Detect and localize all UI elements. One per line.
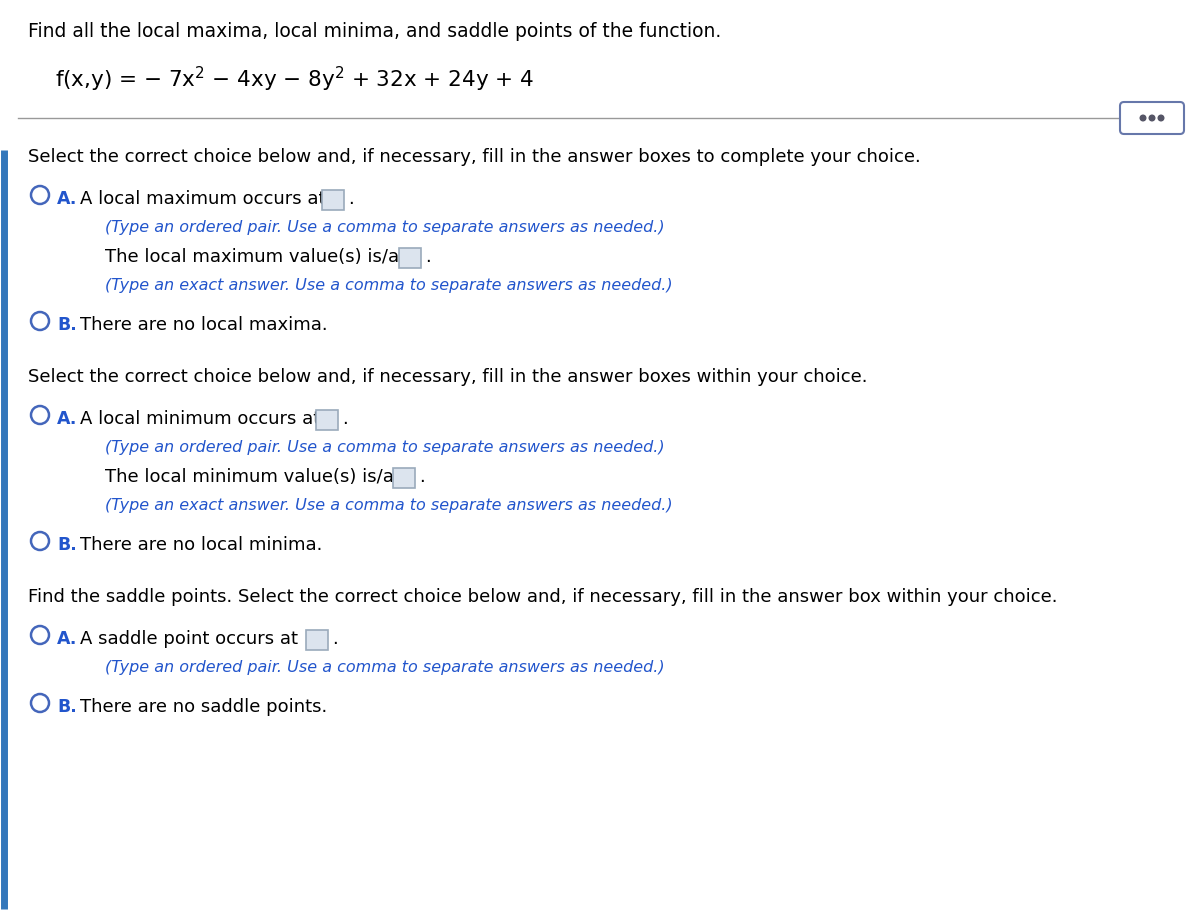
Text: .: .	[342, 410, 348, 428]
Text: There are no saddle points.: There are no saddle points.	[80, 698, 328, 716]
Text: (Type an ordered pair. Use a comma to separate answers as needed.): (Type an ordered pair. Use a comma to se…	[106, 220, 665, 235]
FancyBboxPatch shape	[322, 190, 344, 210]
Text: The local minimum value(s) is/are: The local minimum value(s) is/are	[106, 468, 412, 486]
Text: B.: B.	[58, 536, 77, 554]
Text: .: .	[419, 468, 425, 486]
FancyBboxPatch shape	[398, 248, 421, 268]
Text: A.: A.	[58, 630, 77, 648]
Text: There are no local minima.: There are no local minima.	[80, 536, 323, 554]
Text: .: .	[348, 190, 354, 208]
Text: The local maximum value(s) is/are: The local maximum value(s) is/are	[106, 248, 418, 266]
Text: .: .	[425, 248, 431, 266]
Text: Find all the local maxima, local minima, and saddle points of the function.: Find all the local maxima, local minima,…	[28, 22, 721, 41]
Circle shape	[1158, 115, 1164, 120]
Text: .: .	[332, 630, 337, 648]
Text: There are no local maxima.: There are no local maxima.	[80, 316, 328, 334]
FancyBboxPatch shape	[1120, 102, 1184, 134]
Text: Select the correct choice below and, if necessary, fill in the answer boxes to c: Select the correct choice below and, if …	[28, 148, 920, 166]
Text: A.: A.	[58, 410, 77, 428]
Text: (Type an ordered pair. Use a comma to separate answers as needed.): (Type an ordered pair. Use a comma to se…	[106, 440, 665, 455]
FancyBboxPatch shape	[316, 410, 338, 430]
Text: (Type an exact answer. Use a comma to separate answers as needed.): (Type an exact answer. Use a comma to se…	[106, 498, 673, 513]
FancyBboxPatch shape	[394, 468, 415, 488]
Text: Select the correct choice below and, if necessary, fill in the answer boxes with: Select the correct choice below and, if …	[28, 368, 868, 386]
Text: (Type an ordered pair. Use a comma to separate answers as needed.): (Type an ordered pair. Use a comma to se…	[106, 660, 665, 675]
Text: (Type an exact answer. Use a comma to separate answers as needed.): (Type an exact answer. Use a comma to se…	[106, 278, 673, 293]
Text: A.: A.	[58, 190, 77, 208]
Text: A local minimum occurs at: A local minimum occurs at	[80, 410, 320, 428]
Text: Find the saddle points. Select the correct choice below and, if necessary, fill : Find the saddle points. Select the corre…	[28, 588, 1057, 606]
Text: A saddle point occurs at: A saddle point occurs at	[80, 630, 298, 648]
Circle shape	[1150, 115, 1154, 120]
Text: B.: B.	[58, 698, 77, 716]
FancyBboxPatch shape	[306, 630, 328, 650]
Circle shape	[1140, 115, 1146, 120]
Text: f(x,y) = $-$ 7x$^2$ $-$ 4xy $-$ 8y$^2$ + 32x + 24y + 4: f(x,y) = $-$ 7x$^2$ $-$ 4xy $-$ 8y$^2$ +…	[55, 65, 534, 95]
Text: B.: B.	[58, 316, 77, 334]
Text: A local maximum occurs at: A local maximum occurs at	[80, 190, 325, 208]
